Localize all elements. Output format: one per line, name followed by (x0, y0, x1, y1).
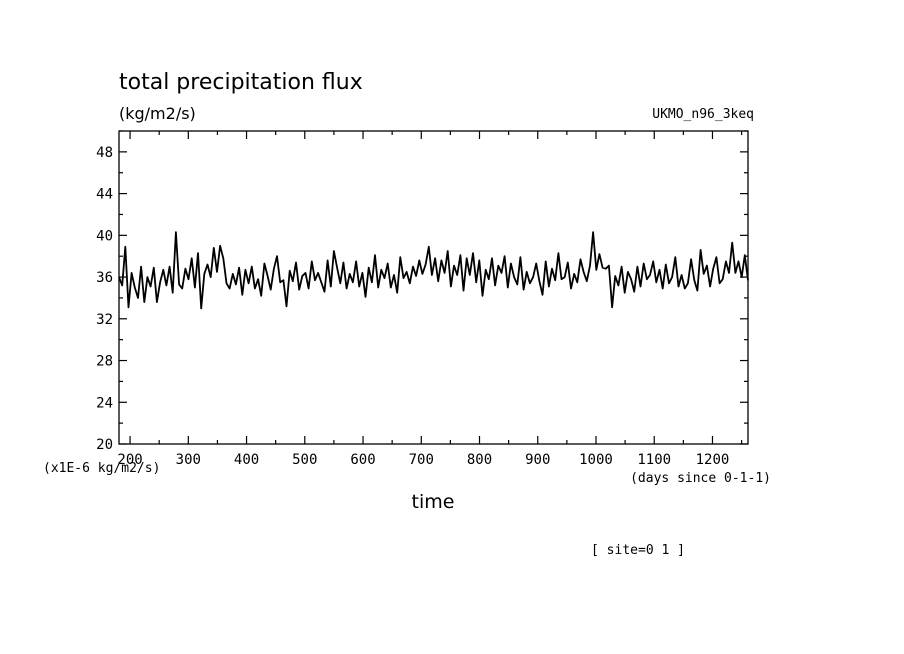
y-tick-label: 48 (96, 145, 113, 161)
x-tick-label: 1000 (579, 452, 613, 468)
y-scale-label: (x1E-6 kg/m2/s) (43, 461, 160, 476)
plot-frame (118, 130, 749, 445)
x-tick-label: 1100 (637, 452, 671, 468)
y-tick-label: 44 (96, 187, 113, 203)
chart-units: (kg/m2/s) (119, 104, 196, 123)
y-axis: 20 24 28 32 36 40 44 48 (96, 130, 748, 453)
x-tick-label: 800 (467, 452, 492, 468)
x-units-label: (days since 0-1-1) (630, 471, 771, 486)
y-tick-label: 24 (96, 395, 113, 411)
x-tick-label: 300 (176, 452, 201, 468)
y-tick-label: 36 (96, 270, 113, 286)
x-tick-label: 500 (292, 452, 317, 468)
x-tick-label: 700 (409, 452, 434, 468)
x-tick-label: 900 (525, 452, 550, 468)
x-axis-title: time (412, 491, 455, 513)
chart-title: total precipitation flux (119, 70, 363, 95)
y-tick-label: 40 (96, 228, 113, 244)
x-tick-label: 600 (350, 452, 375, 468)
y-tick-label: 20 (96, 437, 113, 453)
model-label: UKMO_n96_3keq (652, 107, 754, 122)
x-tick-label: 1200 (696, 452, 730, 468)
x-tick-label: 400 (234, 452, 259, 468)
precipitation-series-line (118, 231, 749, 310)
site-annotation: [ site=0 1 ] (591, 543, 685, 558)
x-tick-label: 200 (117, 452, 142, 468)
x-axis: 200 300 400 500 600 700 800 900 1000 1100 1200 (117, 131, 743, 468)
y-tick-label: 32 (96, 312, 113, 328)
y-tick-label: 28 (96, 354, 113, 370)
